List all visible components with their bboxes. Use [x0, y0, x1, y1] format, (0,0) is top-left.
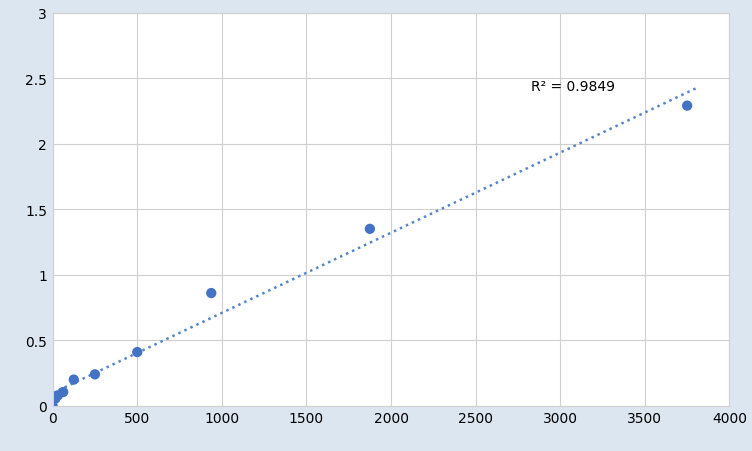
Point [681, 103, 693, 110]
Point [68, 376, 80, 383]
Point [57, 389, 69, 396]
Point [52, 392, 64, 399]
Point [205, 290, 217, 297]
Point [364, 226, 376, 233]
Point [47, 402, 59, 410]
Point [50, 395, 62, 402]
Text: R² = 0.9849: R² = 0.9849 [532, 80, 615, 94]
Point [89, 371, 101, 378]
Point [131, 349, 143, 356]
